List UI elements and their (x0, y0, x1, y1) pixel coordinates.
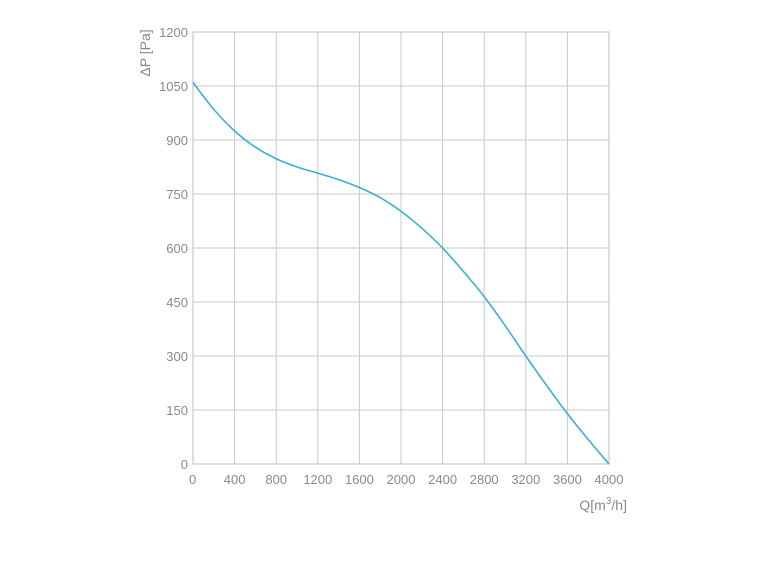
x-axis-title-suffix: /h] (611, 497, 627, 513)
x-tick-label: 2800 (470, 472, 499, 487)
x-tick-label: 0 (189, 472, 196, 487)
x-axis-title-prefix: Q[m (579, 497, 605, 513)
x-tick-label: 4000 (595, 472, 624, 487)
y-tick-label: 900 (166, 133, 188, 148)
y-tick-label: 600 (166, 241, 188, 256)
y-tick-label: 0 (181, 457, 188, 472)
y-tick-label: 1200 (159, 25, 188, 40)
y-tick-labels: 0 150 300 450 600 750 900 1050 1200 (159, 25, 188, 472)
series-layer (192, 81, 610, 465)
y-axis-title: ΔP [Pa] (137, 29, 153, 76)
x-tick-label: 2400 (428, 472, 457, 487)
y-tick-label: 450 (166, 295, 188, 310)
plot-frame (192, 31, 610, 465)
x-tick-label: 800 (265, 472, 287, 487)
x-axis-title-superscript: 3 (606, 496, 612, 507)
x-tick-label: 1600 (345, 472, 374, 487)
x-tick-label: 3200 (511, 472, 540, 487)
y-tick-label: 150 (166, 403, 188, 418)
x-tick-label: 3600 (553, 472, 582, 487)
x-axis-title: Q[m3/h] (579, 496, 627, 513)
x-tick-label: 2000 (387, 472, 416, 487)
y-tick-label: 1050 (159, 79, 188, 94)
y-tick-label: 300 (166, 349, 188, 364)
x-tick-label: 400 (224, 472, 246, 487)
x-tick-labels: 0 400 800 1200 1600 2000 2400 2800 3200 3600 4000 (189, 472, 623, 487)
y-tick-label: 750 (166, 187, 188, 202)
grid-layer (192, 31, 610, 465)
x-tick-label: 1200 (303, 472, 332, 487)
series-line (192, 81, 610, 465)
